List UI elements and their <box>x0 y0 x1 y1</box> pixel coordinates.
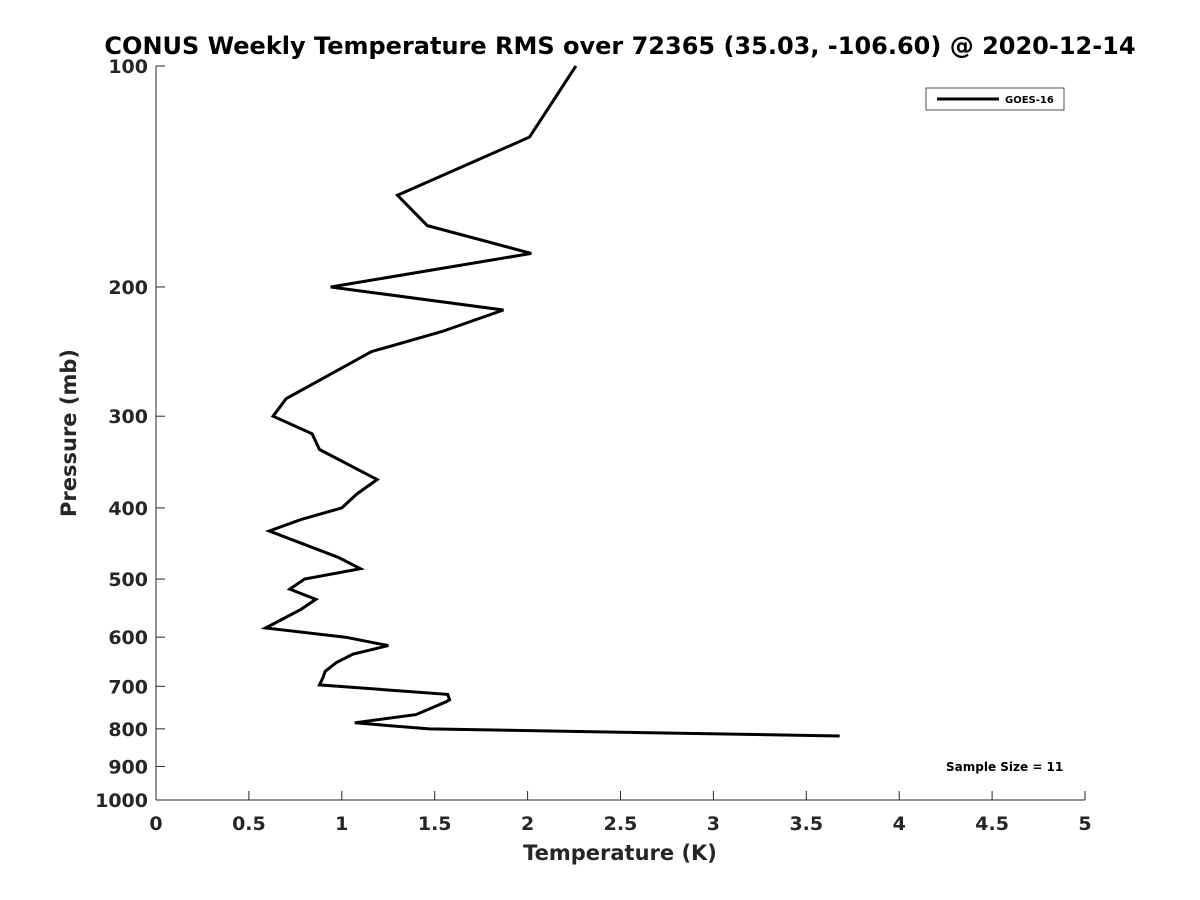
y-tick-label: 100 <box>108 56 148 78</box>
x-tick-label: 0 <box>149 813 162 835</box>
y-tick-label: 600 <box>108 627 148 649</box>
x-tick-label: 2 <box>521 813 534 835</box>
x-tick-label: 2.5 <box>604 813 638 835</box>
x-axis-title: Temperature (K) <box>523 841 717 865</box>
x-tick-label: 4.5 <box>975 813 1009 835</box>
x-tick-label: 4 <box>893 813 906 835</box>
y-tick-label: 200 <box>108 277 148 299</box>
y-tick-label: 500 <box>108 569 148 591</box>
x-tick-label: 1.5 <box>418 813 452 835</box>
legend-label-goes-16: GOES-16 <box>1005 95 1054 106</box>
x-tick-label: 3.5 <box>789 813 823 835</box>
y-tick-label: 400 <box>108 498 148 520</box>
y-tick-label: 300 <box>108 406 148 428</box>
sample-size-annotation: Sample Size = 11 <box>946 760 1063 774</box>
x-axis-ticks: 0 0.5 1 1.5 2 2.5 3 3.5 4 4.5 5 <box>149 791 1092 835</box>
y-tick-label: 700 <box>108 676 148 698</box>
plot-axes <box>155 66 1085 801</box>
x-tick-label: 3 <box>707 813 720 835</box>
series-layer <box>260 65 840 738</box>
y-axis-ticks: 100 200 300 400 500 600 700 800 900 1000 <box>95 56 165 812</box>
x-tick-label: 5 <box>1078 813 1091 835</box>
y-tick-label: 800 <box>108 719 148 741</box>
series-line-goes-16 <box>260 65 840 738</box>
y-tick-label: 900 <box>108 756 148 778</box>
x-tick-label: 1 <box>335 813 348 835</box>
y-axis-title: Pressure (mb) <box>57 349 81 517</box>
chart-title: CONUS Weekly Temperature RMS over 72365 … <box>104 32 1135 60</box>
y-tick-label: 1000 <box>95 790 148 812</box>
legend: GOES-16 <box>925 87 1065 111</box>
x-tick-label: 0.5 <box>232 813 266 835</box>
